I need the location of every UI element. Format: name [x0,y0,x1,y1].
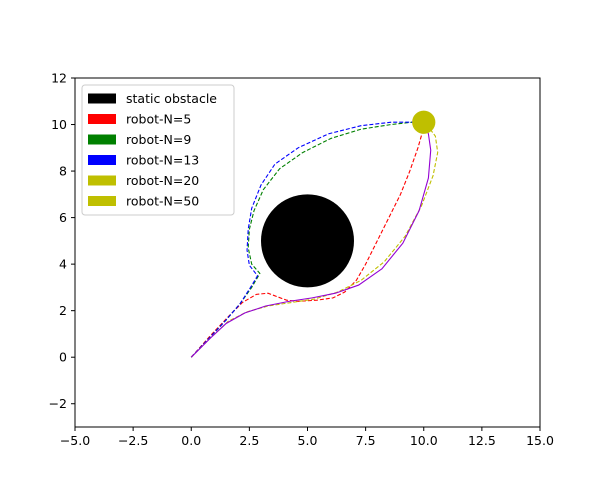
y-tick-label: 4 [59,257,67,272]
x-tick-label: −5.0 [60,433,90,448]
x-tick-label: −2.5 [118,433,148,448]
legend: static obstacle robot-N=5 robot-N=9 robot-N… [81,84,235,216]
x-tick-label: 2.5 [239,433,259,448]
legend-swatch-robot-n-13 [88,155,116,165]
x-tick-label: 12.5 [468,433,496,448]
legend-swatch-robot-n-50 [88,196,116,206]
legend-label-robot-n-20: robot-N=20 [126,173,199,188]
legend-label-static-obstacle: static obstacle [126,91,217,106]
legend-swatch-robot-n-9 [88,134,116,145]
x-tick-label: 15.0 [526,433,554,448]
x-tick-label: 0.0 [181,433,201,448]
y-tick-label: 0 [59,350,67,365]
x-tick-label: 5.0 [298,433,318,448]
legend-label-robot-n-50: robot-N=50 [126,194,199,209]
legend-swatch-robot-n-5 [88,114,116,124]
trajectory-robot-n-20 [190,121,439,358]
x-tick-label: 7.5 [356,433,376,448]
trajectory-robot-n-5 [190,122,425,358]
y-tick-label: 12 [51,71,67,86]
y-tick-label: 10 [51,117,67,132]
legend-label-robot-n-13: robot-N=13 [126,153,199,168]
y-tick-label: 8 [59,164,67,179]
legend-label-robot-n-5: robot-N=5 [126,112,191,127]
y-tick-label: 6 [59,210,67,225]
legend-label-robot-n-9: robot-N=9 [126,132,191,147]
x-tick-label: 10.0 [410,433,438,448]
plot-area [190,110,439,358]
axis-ticks: −5.0 −2.5 0.0 2.5 5.0 7.5 10.0 12.5 15.0 −2 0 2 4 6 8 1… [49,71,554,449]
trajectory-robot-n-13 [190,121,424,358]
legend-swatch-static-obstacle [88,93,116,104]
legend-frame [81,84,235,216]
legend-swatch-robot-n-20 [88,175,116,186]
goal-marker [412,110,436,134]
y-tick-label: 2 [59,303,67,318]
trajectory-robot-n-50 [190,122,432,358]
static-obstacle [261,194,354,288]
y-tick-label: −2 [49,396,67,411]
